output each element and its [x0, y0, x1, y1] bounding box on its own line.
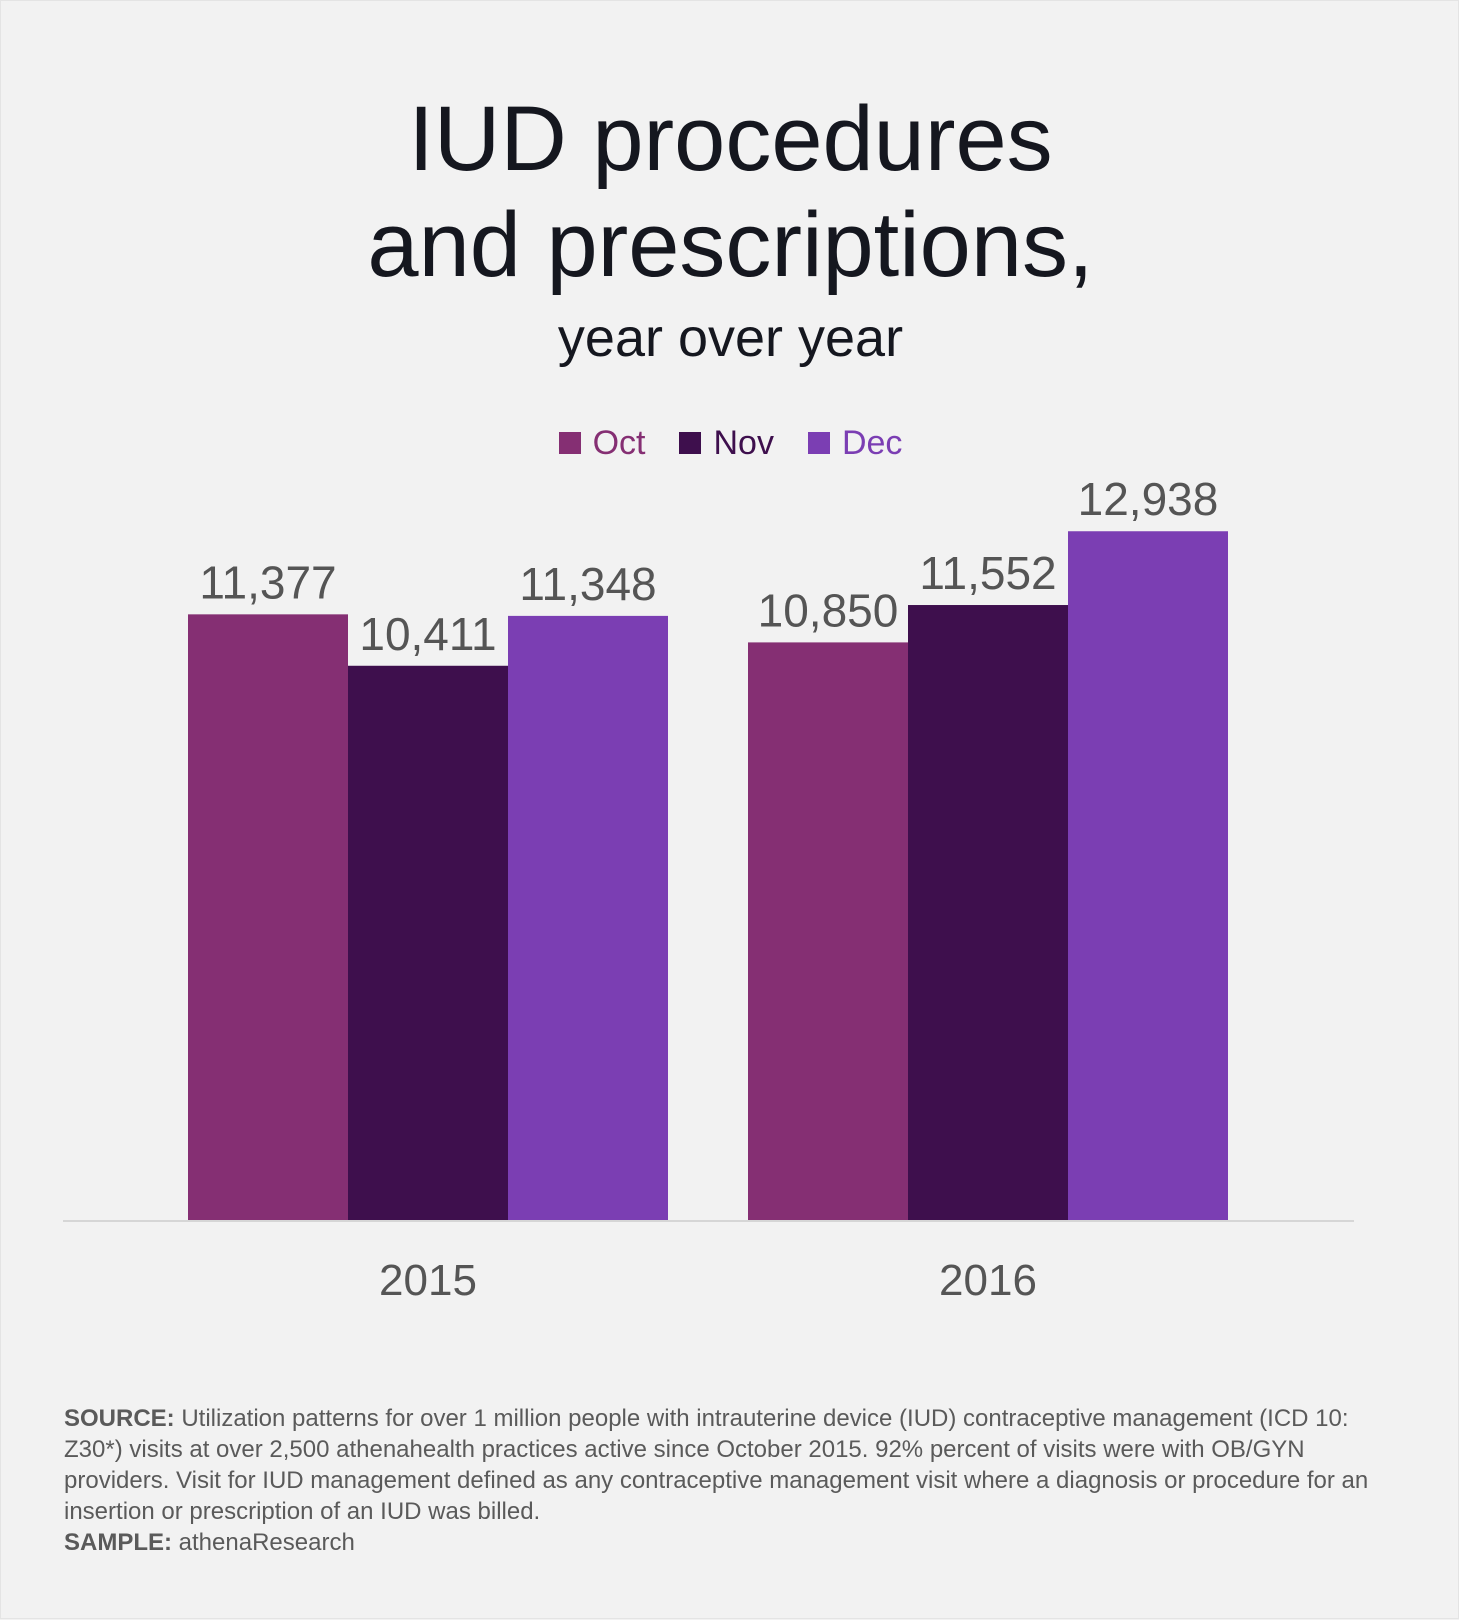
legend-item-dec: Dec — [807, 421, 903, 465]
footnote: SOURCE: Utilization patterns for over 1 … — [64, 1403, 1404, 1558]
x-tick-label-2016: 2016 — [939, 1256, 1037, 1305]
legend-swatch-oct — [558, 432, 581, 454]
source-text: Utilization patterns for over 1 million … — [64, 1405, 1369, 1525]
legend-swatch-nov — [679, 432, 702, 454]
chart-title-line1: IUD procedures — [408, 88, 1053, 190]
bar-dec-2016 — [1068, 531, 1228, 1220]
chart-subtitle: year over year — [557, 308, 904, 368]
data-label-nov-2015: 10,411 — [359, 608, 496, 660]
legend-label-oct: Oct — [592, 424, 646, 462]
bar-oct-2016 — [748, 642, 908, 1220]
data-label-oct-2015: 11,377 — [199, 556, 336, 608]
bar-oct-2015 — [188, 614, 348, 1220]
data-label-dec-2016: 12,938 — [1078, 473, 1219, 525]
data-label-dec-2015: 11,348 — [519, 558, 656, 610]
bar-dec-2015 — [508, 615, 668, 1220]
sample-label: SAMPLE: — [64, 1529, 172, 1556]
bar-nov-2016 — [908, 605, 1068, 1220]
data-label-nov-2016: 11,552 — [919, 547, 1056, 599]
legend-label-nov: Nov — [713, 424, 774, 462]
legend-label-dec: Dec — [841, 424, 903, 462]
bar-nov-2015 — [348, 665, 508, 1220]
x-tick-label-2015: 2015 — [379, 1256, 477, 1305]
data-label-oct-2016: 10,850 — [758, 584, 899, 636]
chart-legend: Oct Nov Dec — [1, 421, 1459, 465]
source-label: SOURCE: — [64, 1405, 175, 1432]
legend-item-nov: Nov — [679, 421, 774, 465]
chart-title-line2: and prescriptions, — [367, 194, 1094, 296]
sample-text: athenaResearch — [172, 1529, 355, 1556]
legend-swatch-dec — [807, 432, 830, 454]
legend-item-oct: Oct — [558, 421, 646, 465]
